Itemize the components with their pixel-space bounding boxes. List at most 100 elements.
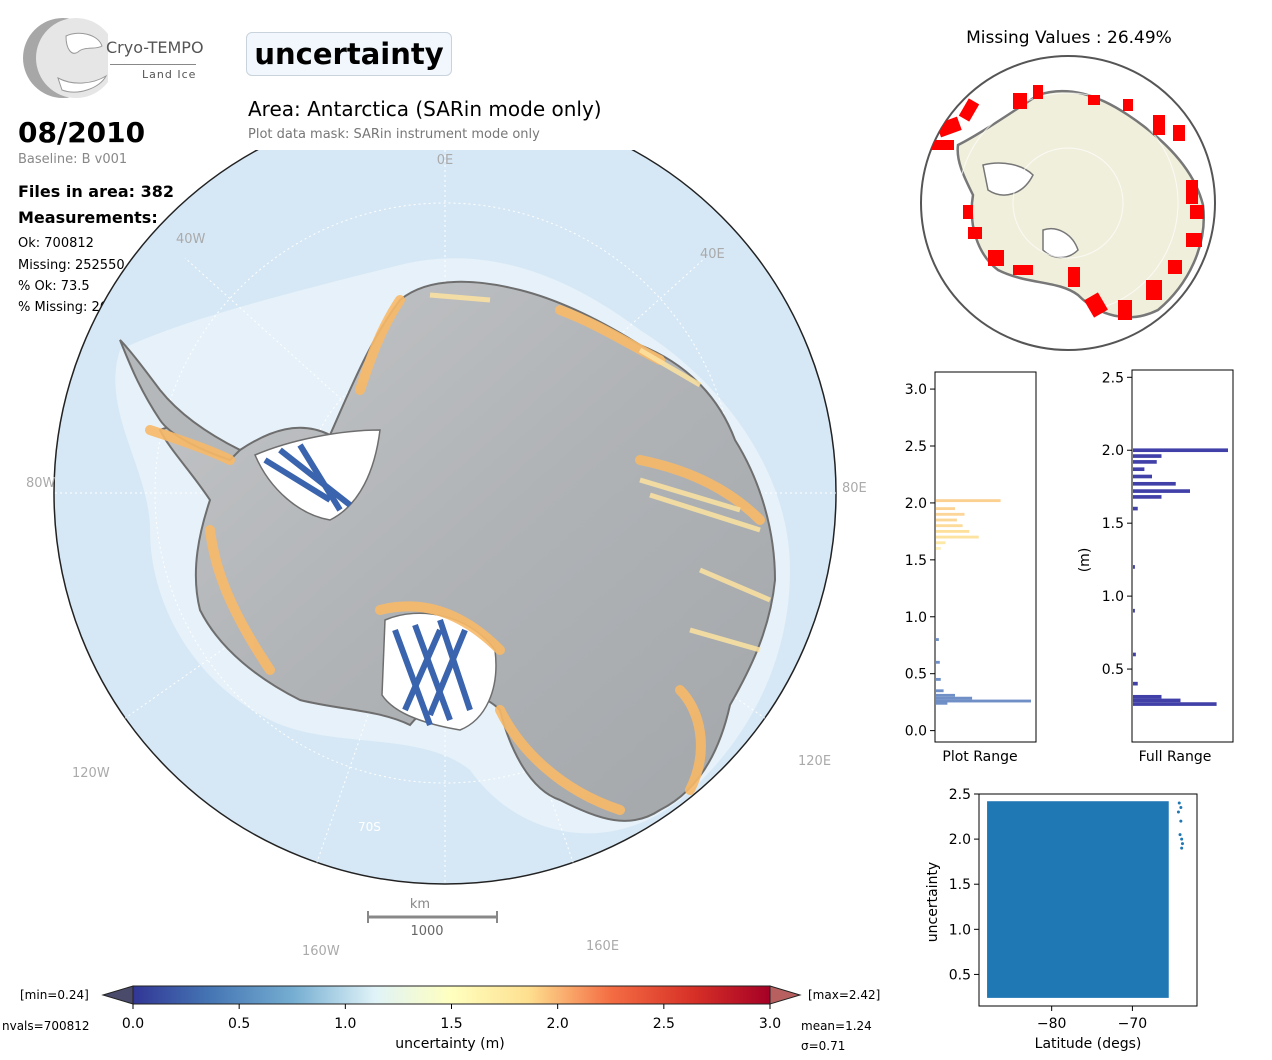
hist-y-tick-label: 0.5 — [1102, 662, 1124, 678]
hist-bar — [1133, 506, 1138, 511]
lon-label-160w: 160W — [302, 944, 340, 959]
hist-bar — [1133, 467, 1145, 472]
hist-y-tick-label: 1.5 — [1102, 516, 1124, 532]
hist-bar — [1133, 702, 1217, 706]
hist-bar — [936, 701, 948, 705]
scatter-y-tick-label: 0.5 — [949, 967, 971, 983]
hist-y-tick-label: 2.0 — [1102, 443, 1124, 459]
colorbar-tick-label: 1.0 — [334, 1016, 356, 1032]
lon-label-120w: 120W — [72, 766, 110, 781]
date-label: 08/2010 — [18, 116, 146, 149]
baseline-label: Baseline: B v001 — [18, 152, 128, 167]
scatter-x-tick-label: −80 — [1037, 1016, 1067, 1032]
scatter-y-tick-label: 2.0 — [949, 832, 971, 848]
hist-bar — [936, 638, 939, 641]
colorbar-nvals: nvals=700812 — [2, 1019, 90, 1033]
hist-bar — [1133, 481, 1176, 486]
logo-name: Cryo-TEMPO — [106, 38, 204, 57]
inset-antarctica — [956, 89, 1205, 319]
colorbar-tick-label: 2.5 — [653, 1016, 675, 1032]
colorbar-tick-label: 3.0 — [759, 1016, 781, 1032]
scatter-y-tick-label: 2.5 — [949, 788, 971, 803]
scatter-y-tick-label: 1.0 — [949, 922, 971, 938]
missing-map-title: Missing Values : 26.49% — [966, 28, 1172, 48]
hist-full-range: 0.5 1.0 1.5 2.0 2.5 Full Range (m) — [1077, 369, 1234, 765]
colorbar-ticks: 0.0 0.5 1.0 1.5 2.0 2.5 3.0 — [122, 1004, 781, 1032]
scatter-y-tick-label: 1.5 — [949, 877, 971, 893]
hist-bar — [936, 507, 955, 511]
hist-bar — [936, 524, 963, 528]
scatter-dense-region — [987, 801, 1169, 998]
parameter-title: uncertainty — [246, 32, 452, 76]
logo-sub: Land Ice — [142, 68, 197, 81]
hist-bar — [1133, 694, 1162, 699]
lon-label-120e: 120E — [798, 754, 831, 769]
hist-bar — [1133, 460, 1157, 464]
hist-bar — [936, 547, 941, 550]
longitude-labels: 0E 40E 80E 120E 160E 160W 120W 80W 40W — [26, 153, 867, 959]
scatter-x-tick-label: −70 — [1118, 1016, 1148, 1032]
colorbar-tick-label: 0.0 — [122, 1016, 144, 1032]
stat-pct-missing: % Missing: 26.5 — [18, 300, 121, 315]
hist-y-tick-label: 3.0 — [905, 382, 927, 398]
hist-bar — [1133, 489, 1190, 493]
scatter-point — [1176, 810, 1180, 814]
hist-y-tick-label: 0.5 — [905, 667, 927, 683]
mask-note: Plot data mask: SARin instrument mode on… — [248, 127, 540, 142]
lon-label-40e: 40E — [700, 247, 725, 262]
files-count: Files in area: 382 — [18, 182, 174, 201]
scatter-point — [1180, 837, 1184, 841]
hist-bar — [936, 518, 957, 522]
scatter-xlabel: Latitude (degs) — [1035, 1036, 1142, 1052]
colorbar: 0.0 0.5 1.0 1.5 2.0 2.5 3.0 uncertainty (m) — [101, 985, 802, 1052]
hist-bar — [936, 512, 965, 516]
hist-y-tick-label: 1.0 — [1102, 589, 1124, 605]
stat-ok: Ok: 700812 — [18, 236, 94, 251]
lon-label-0e: 0E — [437, 153, 454, 168]
colorbar-max: [max=2.42] — [808, 988, 881, 1002]
scale-bar: km 1000 — [367, 897, 498, 939]
measurements-heading: Measurements: — [18, 208, 158, 227]
scatter-point — [1179, 806, 1183, 810]
colorbar-mean: mean=1.24 — [801, 1019, 872, 1033]
stat-pct-ok: % Ok: 73.5 — [18, 279, 90, 294]
lon-label-80e: 80E — [842, 481, 867, 496]
lon-label-40w: 40W — [176, 232, 206, 247]
colorbar-label: uncertainty (m) — [395, 1036, 504, 1052]
swath-low-uncertainty — [263, 443, 473, 727]
hist-bar — [936, 696, 973, 700]
hist-bar — [936, 535, 979, 539]
hist-bar — [936, 499, 1001, 503]
hist-bar — [1133, 495, 1162, 499]
scatter-point — [1178, 833, 1182, 837]
hist-bar — [1133, 698, 1181, 703]
scatter-point — [1179, 819, 1183, 823]
swath-coastal-high-uncertainty — [145, 295, 765, 815]
cryo-tempo-logo: Cryo-TEMPO Land Ice — [18, 16, 208, 100]
hist-bar — [1133, 652, 1136, 657]
scatter-ylabel: uncertainty — [925, 862, 941, 942]
area-title: Area: Antarctica (SARin mode only) — [248, 97, 602, 121]
hist-bar — [936, 693, 955, 697]
hist-bar — [936, 660, 940, 664]
colorbar-tick-label: 1.5 — [440, 1016, 462, 1032]
missing-values-map — [920, 55, 1216, 351]
scatter-point — [1177, 801, 1181, 805]
colorbar-min: [min=0.24] — [20, 988, 89, 1002]
hist-bar — [936, 677, 941, 681]
hist-y-tick-label: 2.5 — [905, 439, 927, 455]
hist-bar — [1133, 448, 1228, 453]
scatter-point — [1180, 846, 1184, 850]
hist-y-tick-label: 0.0 — [905, 724, 927, 740]
lon-label-80w: 80W — [26, 476, 56, 491]
hist-bar — [1133, 474, 1152, 479]
hist-bar — [1133, 565, 1135, 569]
stat-missing: Missing: 252550 — [18, 258, 125, 273]
missing-data-marks — [930, 85, 1204, 320]
hist-bar — [1133, 681, 1138, 686]
colorbar-sigma: σ=0.71 — [801, 1039, 846, 1053]
hist-bar — [1133, 608, 1135, 613]
scalebar-unit: km — [410, 897, 430, 912]
hist-plot-range-xlabel: Plot Range — [942, 749, 1017, 765]
scatter-point — [1180, 842, 1184, 846]
